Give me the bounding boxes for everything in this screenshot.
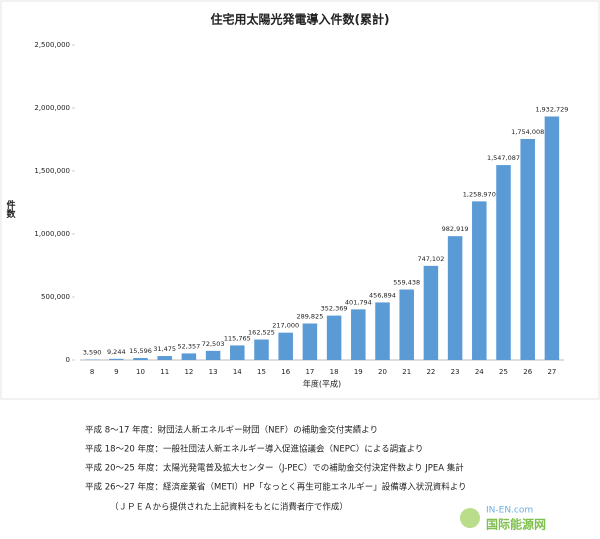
chart-frame	[0, 0, 600, 400]
bar	[133, 358, 148, 360]
value-label: 289,825	[296, 312, 323, 320]
watermark-logo	[460, 508, 480, 528]
x-tick-label: 16	[281, 368, 290, 376]
bar	[399, 289, 414, 360]
x-tick-label: 13	[209, 368, 218, 376]
chart-title: 住宅用太陽光発電導入件数(累計)	[211, 12, 390, 27]
watermark-name: 国际能源网	[486, 517, 546, 532]
x-tick-label: 17	[305, 368, 314, 376]
note: 平成 26～27 年度：経済産業省（METI）HP「なっとく再生可能エネルギー」…	[85, 482, 467, 493]
bar	[375, 302, 390, 360]
x-tick-label: 20	[378, 368, 387, 376]
value-label: 217,000	[272, 322, 299, 330]
y-tick-label: 500,000	[41, 293, 70, 301]
value-label: 31,475	[153, 345, 176, 353]
bar	[496, 165, 511, 360]
x-tick-label: 18	[330, 368, 339, 376]
bar	[278, 332, 293, 360]
value-label: 72,503	[202, 340, 225, 348]
value-label: 456,894	[369, 291, 396, 299]
bar	[254, 339, 269, 360]
y-tick-label: 1,500,000	[34, 167, 70, 175]
x-tick-label: 10	[136, 368, 145, 376]
value-label: 15,596	[129, 347, 152, 355]
note: 平成 20～25 年度：太陽光発電普及拡大センター（J-PEC）での補助金交付決…	[85, 463, 464, 474]
bar	[472, 201, 487, 360]
y-tick-label: 2,000,000	[34, 104, 70, 112]
bar	[230, 345, 245, 360]
bar	[351, 309, 366, 360]
bar	[109, 358, 124, 360]
value-label: 1,754,008	[511, 128, 544, 136]
x-tick-label: 15	[257, 368, 266, 376]
y-tick-label: 2,500,000	[34, 41, 70, 49]
y-tick-label: 0	[66, 356, 70, 364]
value-label: 3,590	[83, 349, 102, 357]
bar	[326, 315, 342, 360]
bar	[423, 265, 439, 360]
note: 平成 18～20 年度：一般社団法人新エネルギー導入促進協議会（NEPC）による…	[85, 444, 423, 455]
notes: 平成 8～17 年度：財団法人新エネルギー財団（NEF）の補助金交付実績より 平…	[85, 425, 467, 513]
y-tick-label: 1,000,000	[34, 230, 70, 238]
bar	[181, 353, 197, 360]
value-label: 352,369	[321, 305, 348, 313]
value-label: 52,357	[178, 342, 201, 350]
x-tick-label: 23	[451, 368, 460, 376]
x-axis-label: 年度(平成)	[303, 379, 341, 389]
watermark-site: IN-EN.com	[486, 506, 533, 516]
value-label: 401,794	[345, 298, 372, 306]
note: （ＪＰＥＡから提供された上記資料をもとに消費者庁で作成）	[110, 502, 348, 513]
x-tick-label: 25	[499, 368, 508, 376]
bar	[520, 138, 535, 360]
x-tick-label: 19	[354, 368, 363, 376]
value-label: 559,438	[393, 279, 420, 287]
value-label: 1,932,729	[535, 105, 568, 113]
x-tick-label: 27	[547, 368, 556, 376]
x-tick-label: 26	[523, 368, 532, 376]
value-label: 115,765	[224, 334, 251, 342]
x-tick-label: 9	[114, 368, 118, 376]
x-tick-label: 12	[184, 368, 193, 376]
y-axis-label: 件数	[5, 199, 16, 219]
x-tick-label: 21	[402, 368, 411, 376]
x-tick-label: 8	[90, 368, 94, 376]
bar	[157, 356, 172, 360]
x-tick-label: 22	[426, 368, 435, 376]
value-label: 982,919	[442, 225, 469, 233]
note: 平成 8～17 年度：財団法人新エネルギー財団（NEF）の補助金交付実績より	[85, 425, 378, 436]
x-tick-label: 14	[233, 368, 242, 376]
bar	[302, 323, 318, 360]
bar	[447, 236, 463, 360]
value-label: 1,258,970	[463, 190, 496, 198]
x-tick-label: 24	[475, 368, 484, 376]
value-label: 162,525	[248, 329, 275, 337]
x-tick-label: 11	[160, 368, 169, 376]
value-label: 9,244	[107, 348, 126, 356]
bar	[544, 116, 560, 361]
bar	[205, 350, 221, 360]
value-label: 747,102	[417, 255, 444, 263]
value-label: 1,547,087	[487, 154, 520, 162]
